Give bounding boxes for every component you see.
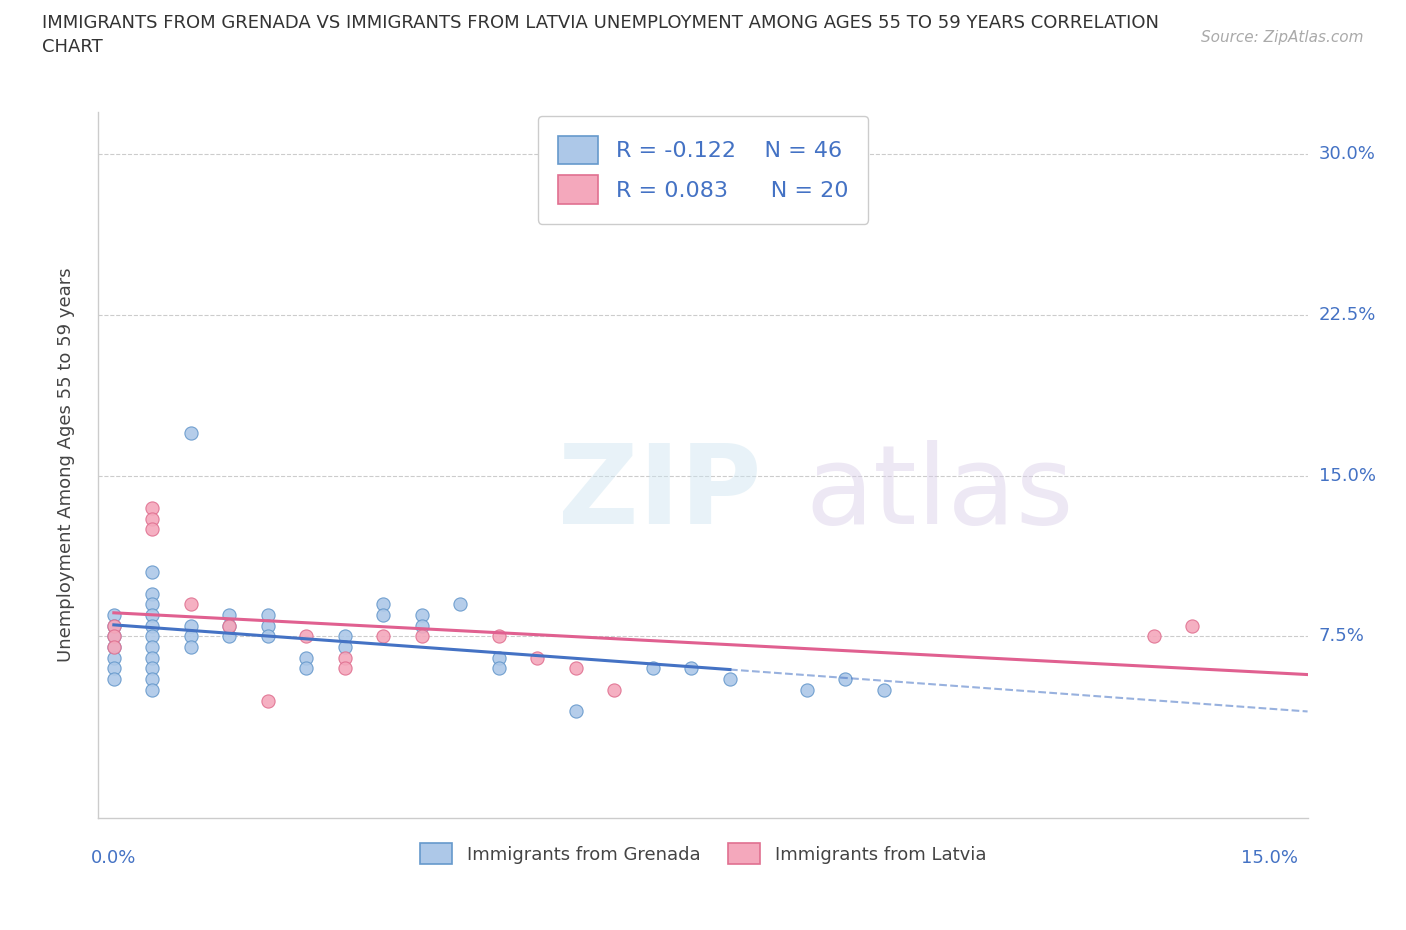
Point: [180, 618, 202, 633]
Point: [565, 704, 588, 719]
Point: [180, 425, 202, 440]
Point: [488, 650, 510, 665]
Point: [103, 671, 125, 686]
Point: [141, 607, 163, 622]
Point: [333, 629, 356, 644]
Point: [333, 650, 356, 665]
Point: [488, 661, 510, 676]
Point: [1142, 629, 1164, 644]
Point: [373, 607, 395, 622]
Text: 0.0%: 0.0%: [91, 849, 136, 867]
Point: [257, 607, 280, 622]
Point: [449, 597, 471, 612]
Point: [681, 661, 703, 676]
Point: [218, 629, 240, 644]
Point: [141, 522, 163, 537]
Point: [103, 650, 125, 665]
Text: 30.0%: 30.0%: [1319, 145, 1375, 164]
Point: [141, 629, 163, 644]
Point: [873, 683, 896, 698]
Point: [103, 607, 125, 622]
Text: Source: ZipAtlas.com: Source: ZipAtlas.com: [1201, 30, 1364, 45]
Legend: Immigrants from Grenada, Immigrants from Latvia: Immigrants from Grenada, Immigrants from…: [411, 834, 995, 873]
Point: [141, 586, 163, 601]
Point: [141, 512, 163, 526]
Point: [103, 629, 125, 644]
Point: [103, 640, 125, 655]
Text: IMMIGRANTS FROM GRENADA VS IMMIGRANTS FROM LATVIA UNEMPLOYMENT AMONG AGES 55 TO : IMMIGRANTS FROM GRENADA VS IMMIGRANTS FR…: [42, 14, 1159, 56]
Point: [411, 618, 433, 633]
Point: [103, 629, 125, 644]
Point: [218, 618, 240, 633]
Point: [180, 597, 202, 612]
Point: [565, 661, 588, 676]
Point: [218, 618, 240, 633]
Point: [373, 597, 395, 612]
Point: [103, 661, 125, 676]
Point: [834, 671, 856, 686]
Point: [141, 500, 163, 515]
Point: [141, 565, 163, 579]
Y-axis label: Unemployment Among Ages 55 to 59 years: Unemployment Among Ages 55 to 59 years: [56, 268, 75, 662]
Point: [141, 618, 163, 633]
Text: atlas: atlas: [806, 440, 1074, 547]
Point: [257, 629, 280, 644]
Point: [333, 640, 356, 655]
Point: [1181, 618, 1204, 633]
Point: [103, 618, 125, 633]
Point: [373, 629, 395, 644]
Point: [103, 640, 125, 655]
Point: [141, 683, 163, 698]
Point: [257, 618, 280, 633]
Point: [488, 629, 510, 644]
Text: 15.0%: 15.0%: [1240, 849, 1298, 867]
Point: [180, 629, 202, 644]
Point: [603, 683, 626, 698]
Point: [141, 671, 163, 686]
Text: 15.0%: 15.0%: [1319, 467, 1375, 485]
Point: [257, 693, 280, 708]
Point: [295, 629, 318, 644]
Point: [333, 661, 356, 676]
Point: [796, 683, 818, 698]
Point: [141, 640, 163, 655]
Text: 22.5%: 22.5%: [1319, 306, 1376, 324]
Point: [295, 650, 318, 665]
Point: [295, 661, 318, 676]
Text: ZIP: ZIP: [558, 440, 761, 547]
Point: [526, 650, 548, 665]
Point: [141, 661, 163, 676]
Point: [218, 607, 240, 622]
Text: 7.5%: 7.5%: [1319, 628, 1365, 645]
Point: [141, 597, 163, 612]
Point: [641, 661, 664, 676]
Point: [411, 607, 433, 622]
Point: [141, 650, 163, 665]
Point: [411, 629, 433, 644]
Point: [718, 671, 741, 686]
Point: [180, 640, 202, 655]
Point: [103, 618, 125, 633]
